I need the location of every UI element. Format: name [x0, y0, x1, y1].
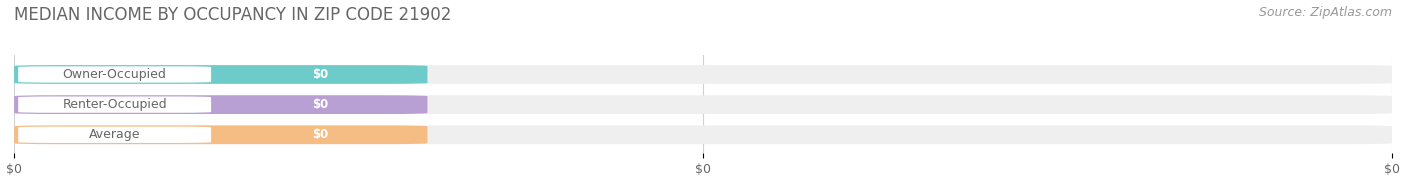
- FancyBboxPatch shape: [14, 125, 427, 144]
- FancyBboxPatch shape: [14, 65, 427, 84]
- Text: Owner-Occupied: Owner-Occupied: [63, 68, 166, 81]
- FancyBboxPatch shape: [14, 125, 1392, 144]
- FancyBboxPatch shape: [18, 66, 211, 83]
- Text: Renter-Occupied: Renter-Occupied: [62, 98, 167, 111]
- Text: $0: $0: [312, 68, 329, 81]
- Text: $0: $0: [312, 128, 329, 141]
- Text: $0: $0: [312, 98, 329, 111]
- Text: Average: Average: [89, 128, 141, 141]
- FancyBboxPatch shape: [14, 95, 1392, 114]
- Text: Source: ZipAtlas.com: Source: ZipAtlas.com: [1258, 6, 1392, 19]
- FancyBboxPatch shape: [18, 96, 211, 113]
- Text: MEDIAN INCOME BY OCCUPANCY IN ZIP CODE 21902: MEDIAN INCOME BY OCCUPANCY IN ZIP CODE 2…: [14, 6, 451, 24]
- FancyBboxPatch shape: [14, 65, 1392, 84]
- FancyBboxPatch shape: [14, 95, 427, 114]
- FancyBboxPatch shape: [18, 127, 211, 143]
